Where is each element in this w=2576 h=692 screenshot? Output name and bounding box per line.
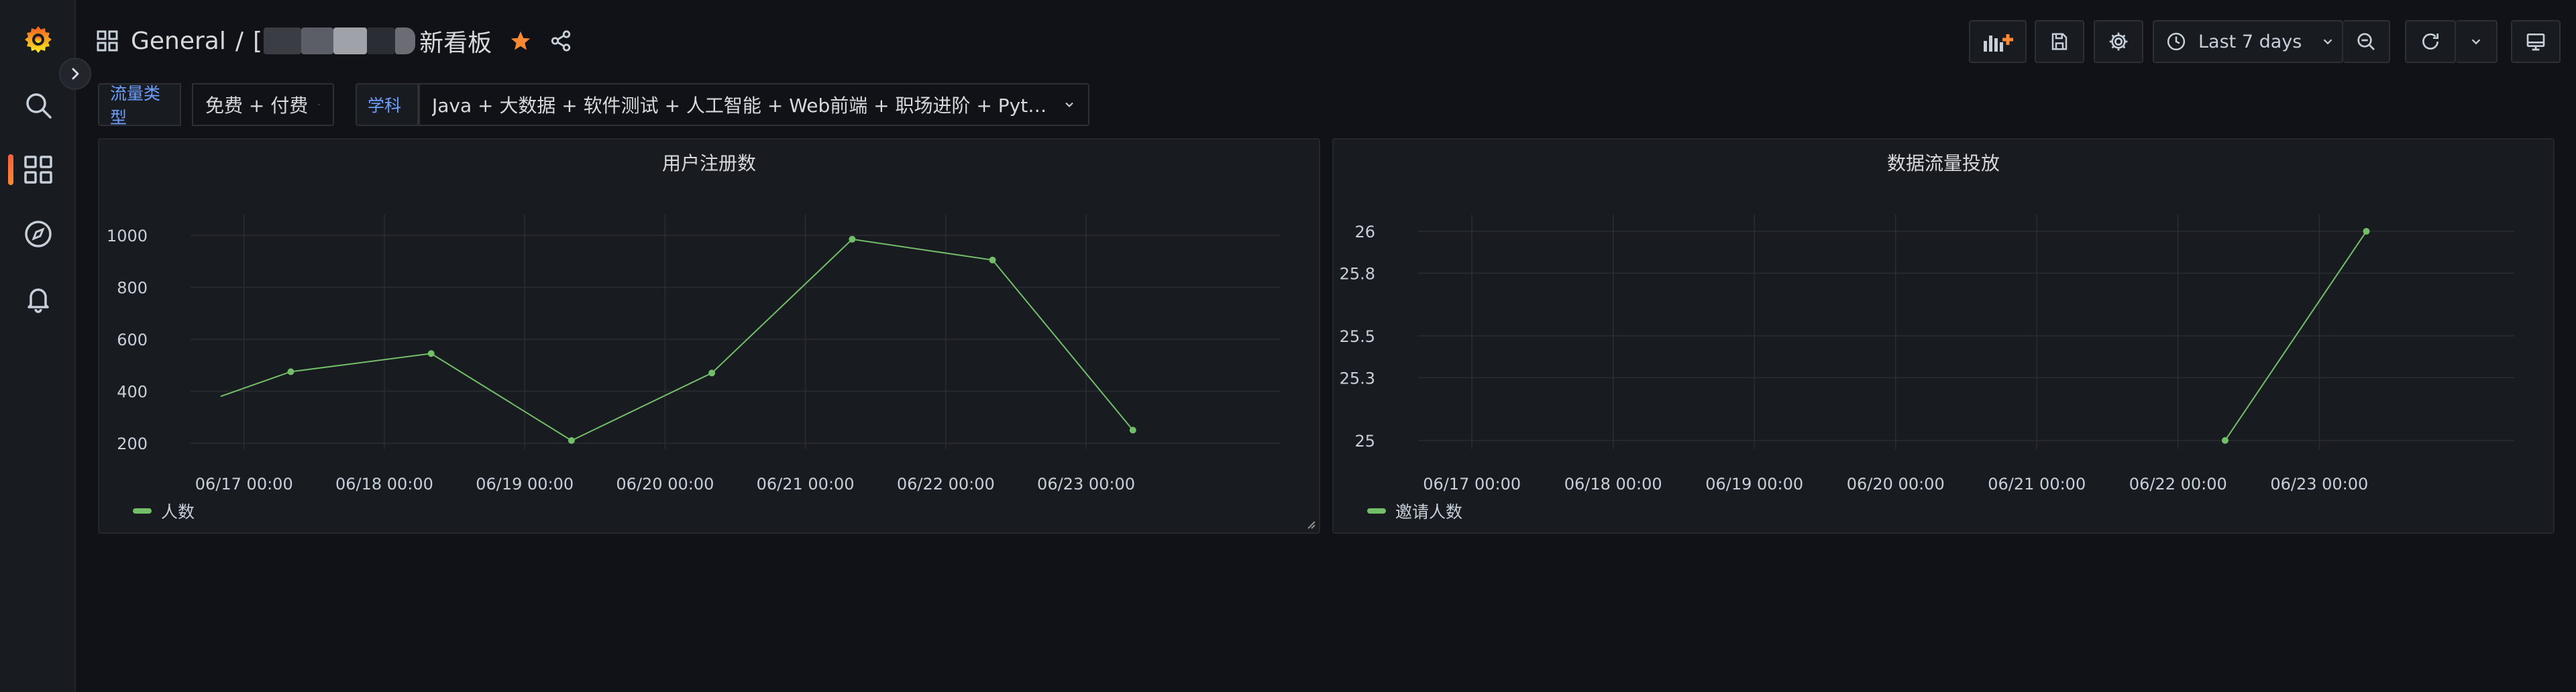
time-range-label: Last 7 days [2198, 31, 2302, 52]
y-tick-label: 25.3 [1340, 369, 1375, 388]
chart-user-registrations[interactable]: 06/17 00:00 06/18 00:00 06/19 00:00 06/20 0… [99, 139, 1322, 535]
legend-label: 人数 [161, 502, 195, 522]
variable-select-subject[interactable]: Java + 大数据 + 软件测试 + 人工智能 + Web前端 + 职场进阶 … [419, 83, 1089, 126]
share-icon[interactable] [549, 30, 572, 52]
variable-select-traffic-type[interactable]: 免费 + 付费 [192, 83, 334, 126]
grafana-logo-icon[interactable] [0, 15, 76, 64]
y-tick-label: 800 [117, 278, 148, 297]
monitor-icon [2526, 34, 2545, 51]
data-point [849, 235, 856, 243]
x-tick-label: 06/21 00:00 [757, 475, 855, 494]
data-point [568, 437, 575, 445]
resize-handle-icon[interactable] [1305, 519, 1316, 530]
x-tick-label: 06/22 00:00 [2129, 475, 2227, 494]
series-line [2224, 231, 2367, 441]
y-tick-label: 200 [117, 435, 148, 453]
breadcrumb-folder[interactable]: General [131, 27, 226, 55]
cycle-view-mode-button[interactable] [2511, 20, 2561, 63]
chevron-down-icon [2324, 39, 2332, 45]
chevron-down-icon [1065, 102, 1073, 107]
panel-traffic-delivery[interactable]: 数据流量投放 06/17 00:00 06/18 00:00 06/19 00:00… [1332, 138, 2555, 534]
panel-user-registrations[interactable]: 用户注册数 06/17 00:00 06/18 00:00 06/19 00:00 0… [98, 138, 1320, 534]
legend-swatch [1367, 508, 1386, 514]
panel-title[interactable]: 数据流量投放 [1886, 152, 2000, 174]
data-point [708, 369, 716, 377]
refresh-interval-dropdown[interactable] [2456, 20, 2498, 63]
gear-icon [2109, 32, 2128, 51]
chevron-right-icon [72, 68, 79, 80]
x-tick-label: 06/23 00:00 [1037, 475, 1135, 494]
refresh-icon [2422, 33, 2438, 50]
data-point [287, 368, 294, 376]
star-icon[interactable] [509, 30, 532, 52]
y-tick-label: 26 [1354, 223, 1375, 241]
x-tick-label: 06/19 00:00 [476, 475, 574, 494]
zoom-out-icon [2357, 33, 2375, 50]
y-tick-label: 600 [117, 331, 148, 349]
x-tick-label: 06/17 00:00 [195, 475, 293, 494]
x-tick-label: 06/17 00:00 [1423, 475, 1521, 494]
x-tick-label: 06/19 00:00 [1705, 475, 1803, 494]
data-point [1129, 426, 1136, 434]
chevron-down-icon [2471, 39, 2481, 45]
variable-label-subject: 学科 [356, 83, 419, 126]
y-tick-label: 1000 [107, 227, 148, 245]
save-dashboard-button[interactable] [2035, 20, 2084, 63]
x-tick-label: 06/20 00:00 [616, 475, 714, 494]
sidebar-expand-button[interactable] [59, 58, 91, 90]
zoom-out-button[interactable] [2343, 20, 2390, 63]
x-tick-label: 06/18 00:00 [335, 475, 433, 494]
data-point [2363, 227, 2370, 235]
refresh-button[interactable] [2405, 20, 2456, 63]
save-icon [2051, 33, 2068, 50]
breadcrumb-separator: / [235, 27, 244, 55]
y-tick-label: 25.5 [1340, 327, 1375, 346]
y-tick-label: 25 [1354, 432, 1375, 451]
alerting-icon[interactable] [0, 274, 76, 323]
chart-traffic-delivery[interactable]: 06/17 00:00 06/18 00:00 06/19 00:00 06/20 0… [1334, 139, 2556, 535]
breadcrumb-title-prefix: [ [253, 27, 263, 55]
add-panel-button[interactable] [1969, 20, 2027, 63]
breadcrumb: General / [ 新看板 [96, 24, 572, 58]
data-point [2221, 437, 2229, 444]
series-line [220, 238, 1134, 442]
legend-swatch [133, 508, 152, 514]
x-tick-label: 06/18 00:00 [1564, 475, 1662, 494]
clock-icon [2167, 32, 2186, 51]
x-tick-label: 06/22 00:00 [897, 475, 995, 494]
dashboards-icon[interactable] [0, 145, 76, 194]
top-navbar: General / [ 新看板 Last 7 days [76, 0, 2576, 80]
time-picker-button[interactable]: Last 7 days [2153, 20, 2343, 63]
data-point [427, 350, 435, 357]
x-tick-label: 06/21 00:00 [1988, 475, 2086, 494]
search-icon[interactable] [0, 80, 76, 130]
chevron-down-icon [318, 104, 320, 105]
variable-value-subject: Java + 大数据 + 软件测试 + 人工智能 + Web前端 + 职场进阶 … [432, 95, 1053, 117]
x-tick-label: 06/20 00:00 [1847, 475, 1945, 494]
y-tick-label: 25.8 [1340, 264, 1375, 283]
x-tick-label: 06/23 00:00 [2270, 475, 2368, 494]
legend[interactable]: 邀请人数 [1367, 499, 1462, 523]
legend-label: 邀请人数 [1395, 502, 1463, 522]
dashboard-settings-button[interactable] [2094, 20, 2143, 63]
panel-title[interactable]: 用户注册数 [661, 152, 756, 174]
data-point [989, 256, 996, 264]
y-tick-label: 400 [117, 382, 148, 401]
variable-value-traffic-type: 免费 + 付费 [205, 95, 309, 117]
variable-label-traffic-type: 流量类型 [98, 83, 181, 127]
dashboard-title[interactable]: 新看板 [419, 30, 492, 57]
legend[interactable]: 人数 [133, 499, 195, 523]
sidebar [0, 0, 76, 692]
dashboard-grid-icon [97, 30, 118, 52]
redacted-block [264, 27, 416, 54]
explore-icon[interactable] [0, 209, 76, 259]
add-panel-icon [1984, 34, 2013, 52]
